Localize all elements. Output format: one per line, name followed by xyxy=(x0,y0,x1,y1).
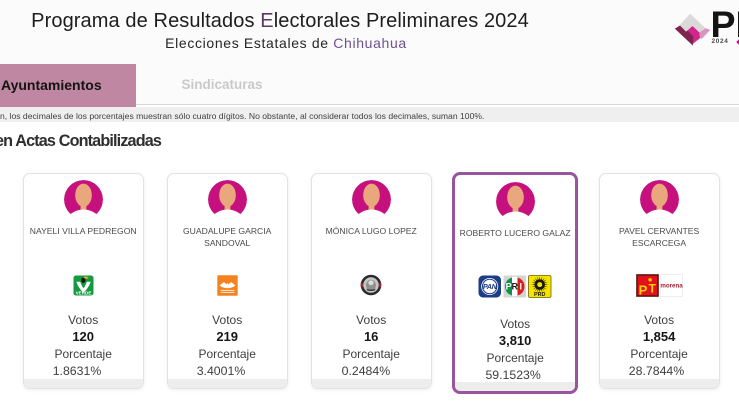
svg-text:VERDE: VERDE xyxy=(75,290,91,295)
svg-text:morena: morena xyxy=(660,282,683,289)
svg-text:PAN: PAN xyxy=(483,282,498,291)
svg-text:R: R xyxy=(512,282,519,292)
svg-text:P: P xyxy=(638,282,647,297)
svg-text:T: T xyxy=(648,281,656,295)
svg-text:P: P xyxy=(506,282,512,292)
svg-text:I: I xyxy=(520,282,523,292)
svg-text:PRD: PRD xyxy=(534,292,545,298)
